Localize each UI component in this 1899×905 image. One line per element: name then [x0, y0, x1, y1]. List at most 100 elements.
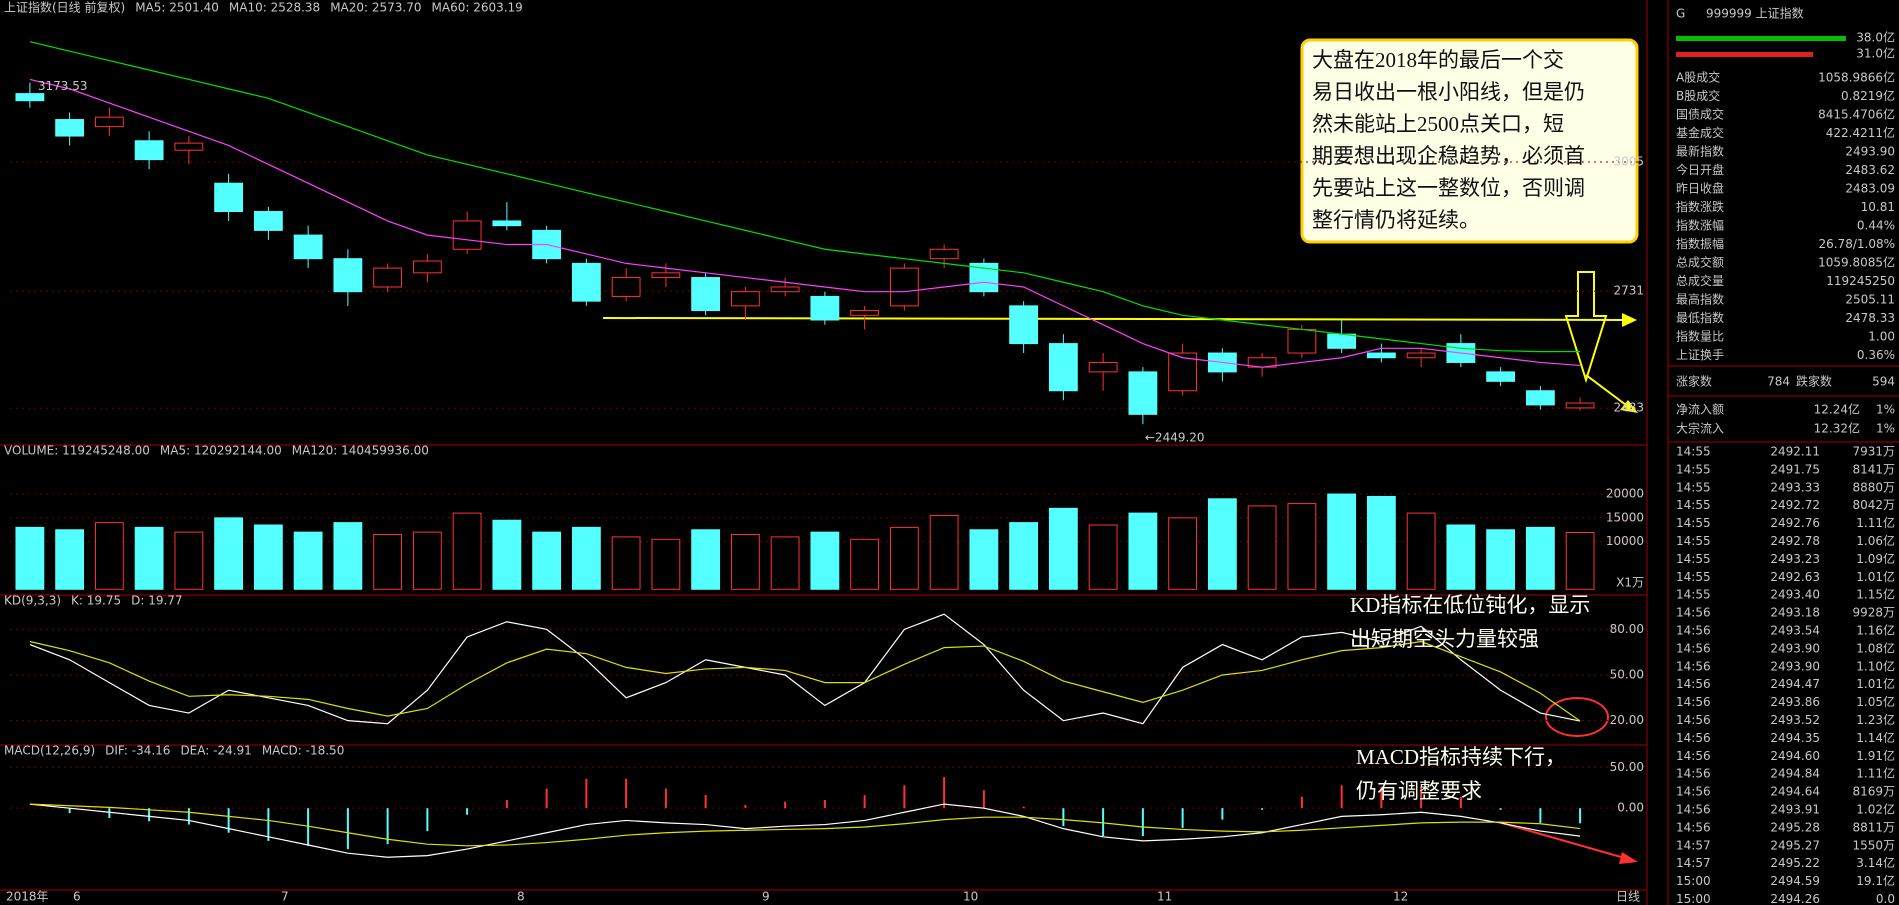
- period-label: 日线: [1616, 890, 1640, 904]
- quote-label: 指数量比: [1676, 329, 1724, 344]
- quote-value: 2483.09: [1845, 182, 1895, 196]
- note-box: [1300, 38, 1639, 244]
- tick-volume: 1.08亿: [1856, 640, 1895, 655]
- candle-body: [214, 182, 244, 213]
- tick-volume: 1.15亿: [1856, 587, 1895, 602]
- tick-price: 2494.26: [1770, 892, 1820, 905]
- quote-value: 2483.62: [1845, 163, 1895, 177]
- indicator-line: [29, 41, 1581, 353]
- panel-header: K: 19.75: [71, 594, 121, 608]
- flow-label: 大宗流入: [1676, 421, 1724, 436]
- volume-bar: [412, 531, 442, 590]
- tick-time: 14:56: [1676, 731, 1711, 745]
- tick-volume: 3.14亿: [1856, 855, 1895, 870]
- candle-body: [412, 260, 442, 274]
- volume-bar: [1327, 493, 1357, 590]
- candle-body: [293, 234, 323, 260]
- quote-value: 8415.4706亿: [1818, 107, 1895, 122]
- note-text: 整行情仍将延续。: [1312, 208, 1480, 232]
- tick-volume: 1.23亿: [1856, 712, 1895, 727]
- panel-header: MA120: 140459936.00: [292, 444, 429, 458]
- candle-body: [929, 248, 959, 260]
- volume-bar: [1366, 495, 1396, 590]
- panel-header: MA5: 120292144.00: [160, 444, 282, 458]
- ratio-label: 38.0亿: [1856, 30, 1895, 45]
- quote-label: 最高指数: [1676, 292, 1724, 307]
- tick-price: 2493.40: [1770, 588, 1820, 602]
- flow-value: 12.24亿: [1814, 402, 1860, 417]
- unit-label: X1万: [1616, 576, 1644, 590]
- tick-volume: 8811万: [1852, 820, 1895, 834]
- tick-volume: 1.11亿: [1856, 515, 1895, 530]
- tick-price: 2493.52: [1770, 713, 1820, 727]
- candle-body: [810, 295, 840, 321]
- tick-time: 15:00: [1676, 892, 1711, 905]
- tick-time: 14:56: [1676, 677, 1711, 691]
- quote-value: 1.00: [1868, 330, 1895, 344]
- high-label: 3173.53: [38, 79, 88, 93]
- tick-price: 2492.78: [1770, 534, 1820, 548]
- quote-value: 2478.33: [1845, 311, 1895, 325]
- quote-value: 26.78/1.08%: [1818, 237, 1895, 251]
- y-tick-label: 50.00: [1610, 760, 1644, 774]
- indicator-line: [29, 803, 1581, 847]
- tick-volume: 8169万: [1852, 785, 1895, 799]
- volume-bar: [532, 531, 562, 590]
- tick-time: 14:55: [1676, 552, 1711, 566]
- tick-price: 2493.33: [1770, 480, 1820, 494]
- volume-bar: [850, 538, 880, 590]
- candle-body: [253, 211, 283, 231]
- candle-body: [333, 258, 363, 293]
- breadth-value: 594: [1872, 375, 1895, 389]
- tick-volume: 1.01亿: [1856, 676, 1895, 691]
- tick-price: 2495.28: [1770, 820, 1820, 834]
- candle-body: [1486, 371, 1516, 382]
- volume-bar: [293, 531, 323, 590]
- tick-price: 2492.63: [1770, 570, 1820, 584]
- quote-label: 总成交量: [1676, 273, 1724, 288]
- tick-volume: 8141万: [1852, 462, 1895, 476]
- volume-bar: [174, 531, 204, 590]
- quote-label: 指数涨幅: [1676, 218, 1724, 233]
- tick-price: 2492.76: [1770, 516, 1820, 530]
- note-text: 大盘在2018年的最后一个交: [1312, 48, 1564, 72]
- quote-label: 指数涨跌: [1676, 199, 1724, 214]
- tick-price: 2492.11: [1770, 445, 1820, 459]
- volume-bar: [969, 529, 999, 590]
- candle-body: [492, 220, 522, 227]
- indicator-line: [29, 803, 1581, 858]
- tick-time: 15:00: [1676, 874, 1711, 888]
- y-tick-label: 50.00: [1610, 668, 1644, 682]
- note-text: MACD指标持续下行，: [1356, 745, 1566, 769]
- panel-header: VOLUME: 119245248.00: [4, 444, 150, 458]
- tick-volume: 1.14亿: [1856, 730, 1895, 745]
- volume-bar: [810, 531, 840, 590]
- flow-value: 12.32亿: [1814, 421, 1860, 436]
- tick-time: 14:55: [1676, 480, 1711, 494]
- volume-bar: [1128, 512, 1158, 590]
- quote-title: 999999 上证指数: [1706, 6, 1804, 21]
- quote-value: 119245250: [1826, 274, 1895, 288]
- candle-body: [373, 267, 403, 288]
- tick-time: 14:55: [1676, 570, 1711, 584]
- volume-bar: [134, 526, 164, 590]
- tick-time: 14:56: [1676, 641, 1711, 655]
- tick-time: 14:55: [1676, 462, 1711, 476]
- tick-price: 2494.64: [1770, 785, 1820, 799]
- panel-header: MACD(12,26,9): [4, 744, 95, 758]
- quote-value: 10.81: [1861, 200, 1895, 214]
- volume-bar: [1565, 532, 1595, 590]
- tick-price: 2493.91: [1770, 803, 1820, 817]
- candle-body: [850, 310, 880, 316]
- volume-bar: [571, 526, 601, 590]
- tick-price: 2493.18: [1770, 606, 1820, 620]
- quote-value: 0.44%: [1857, 219, 1895, 233]
- tick-volume: 1.16亿: [1856, 623, 1895, 638]
- candle-body: [134, 140, 164, 161]
- tick-volume: 1.01亿: [1856, 569, 1895, 584]
- y-tick-label: 80.00: [1610, 622, 1644, 636]
- tick-price: 2494.84: [1770, 767, 1820, 781]
- y-tick-label: 2731: [1613, 284, 1644, 298]
- candle-body: [55, 119, 85, 137]
